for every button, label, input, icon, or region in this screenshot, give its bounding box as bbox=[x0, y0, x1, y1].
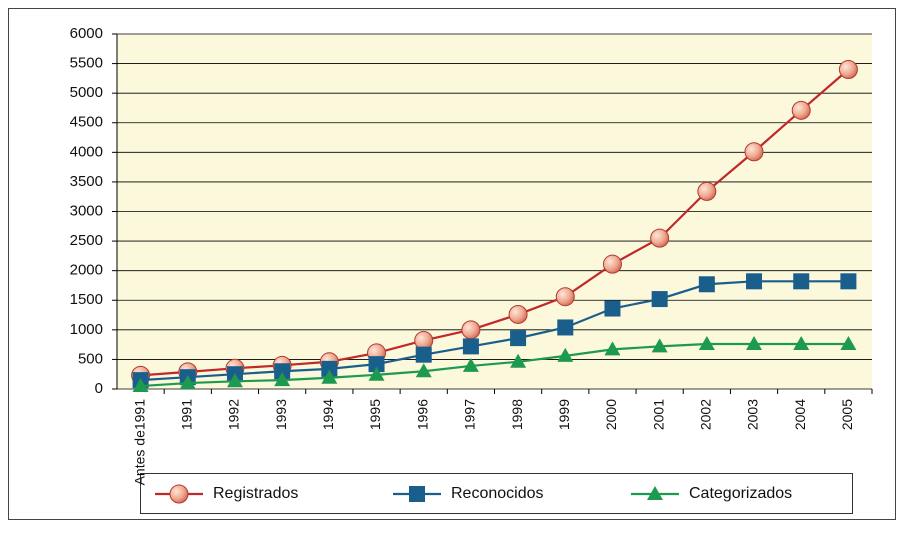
legend-label: Categorizados bbox=[689, 485, 792, 502]
point-marker bbox=[650, 228, 670, 248]
x-tick-label: 1991 bbox=[178, 399, 194, 430]
point-marker bbox=[746, 273, 763, 290]
y-tick-label: 4500 bbox=[70, 114, 103, 131]
point-marker bbox=[840, 336, 857, 351]
y-tick-label: 6000 bbox=[70, 25, 103, 42]
point-marker bbox=[461, 320, 481, 340]
point-marker bbox=[462, 357, 479, 372]
x-tick-label: 1992 bbox=[226, 399, 242, 430]
point-marker bbox=[651, 291, 668, 308]
point-marker bbox=[132, 378, 149, 393]
series-line bbox=[140, 68, 850, 377]
y-tick-label: 3500 bbox=[70, 173, 103, 190]
y-tick-label: 5000 bbox=[70, 84, 103, 101]
x-tick-label: 2001 bbox=[650, 399, 666, 430]
point-marker bbox=[697, 181, 717, 201]
y-tick-label: 5500 bbox=[70, 55, 103, 72]
point-marker bbox=[698, 276, 715, 293]
x-tick-label: 1997 bbox=[462, 399, 478, 430]
x-tick-label: 2000 bbox=[603, 399, 619, 430]
y-tick-label: 4000 bbox=[70, 143, 103, 160]
x-tick-label: 2004 bbox=[792, 399, 808, 430]
x-tick-label: 1993 bbox=[273, 399, 289, 430]
x-tick-label: 1995 bbox=[367, 399, 383, 430]
y-tick-label: 500 bbox=[78, 350, 103, 367]
point-marker bbox=[840, 273, 857, 290]
point-marker bbox=[368, 356, 385, 373]
x-tick-label: 1994 bbox=[320, 399, 336, 430]
x-tick-label: 1999 bbox=[556, 399, 572, 430]
x-tick-label: 2005 bbox=[839, 399, 855, 430]
point-marker bbox=[274, 363, 291, 380]
x-tick-label: 2003 bbox=[745, 399, 761, 430]
y-tick-label: 2500 bbox=[70, 232, 103, 249]
x-tick-label: 1996 bbox=[414, 399, 430, 430]
point-marker bbox=[321, 369, 338, 384]
legend-marker bbox=[647, 486, 663, 500]
y-tick-label: 0 bbox=[95, 380, 103, 397]
y-tick-label: 1000 bbox=[70, 321, 103, 338]
point-marker bbox=[557, 347, 574, 362]
point-marker bbox=[415, 346, 432, 363]
point-marker bbox=[744, 142, 764, 162]
legend-label: Reconocidos bbox=[451, 485, 544, 502]
series-line bbox=[140, 280, 849, 382]
legend-box bbox=[140, 473, 853, 514]
legend-marker bbox=[409, 486, 425, 502]
point-marker bbox=[791, 100, 811, 120]
point-marker bbox=[274, 372, 291, 387]
y-tick-label: 3000 bbox=[70, 202, 103, 219]
point-marker bbox=[510, 330, 527, 347]
point-marker bbox=[746, 336, 763, 351]
point-marker bbox=[793, 273, 810, 290]
point-marker bbox=[226, 373, 243, 388]
point-marker bbox=[555, 287, 575, 307]
point-marker bbox=[838, 60, 858, 79]
y-tick-label: 2000 bbox=[70, 262, 103, 279]
point-marker bbox=[651, 338, 668, 353]
point-marker bbox=[415, 363, 432, 378]
point-marker bbox=[557, 319, 574, 336]
x-tick-label: 2002 bbox=[698, 399, 714, 430]
point-marker bbox=[510, 353, 527, 368]
point-marker bbox=[368, 366, 385, 381]
x-tick-label: 1998 bbox=[509, 399, 525, 430]
legend-label: Registrados bbox=[213, 485, 298, 502]
legend-marker bbox=[169, 484, 189, 504]
point-marker bbox=[321, 360, 338, 377]
point-marker bbox=[604, 341, 621, 356]
point-marker bbox=[604, 300, 621, 317]
point-marker bbox=[698, 336, 715, 351]
y-tick-label: 1500 bbox=[70, 291, 103, 308]
point-marker bbox=[793, 336, 810, 351]
x-tick-label: Antes de1991 bbox=[131, 399, 147, 486]
point-marker bbox=[462, 338, 479, 355]
point-marker bbox=[179, 375, 196, 390]
point-marker bbox=[508, 304, 528, 324]
point-marker bbox=[602, 254, 622, 274]
series-line bbox=[140, 342, 849, 388]
